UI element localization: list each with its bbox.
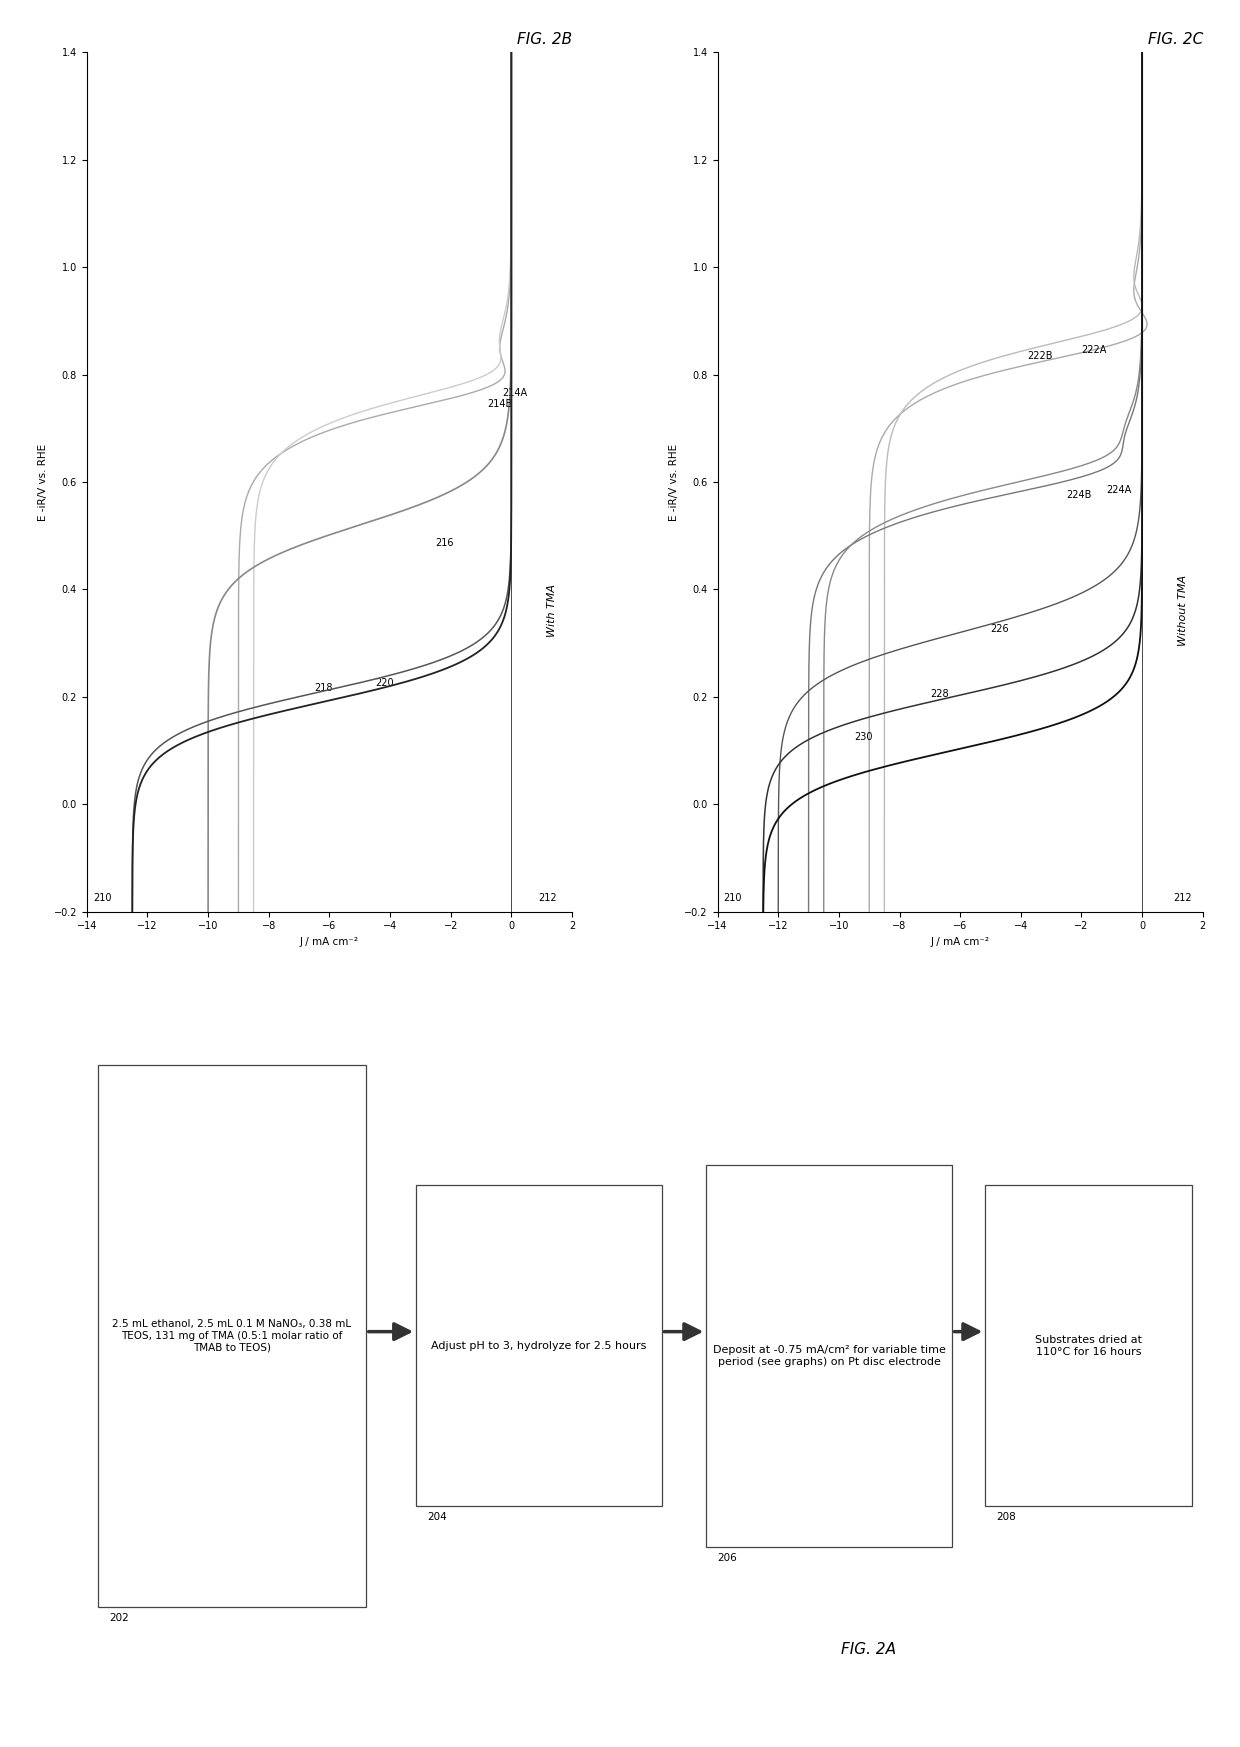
Text: 202: 202 (109, 1612, 129, 1623)
Text: 222A: 222A (1081, 346, 1107, 355)
Text: FIG. 2C: FIG. 2C (1147, 31, 1203, 47)
Text: 222B: 222B (1027, 351, 1053, 360)
Text: Substrates dried at
110°C for 16 hours: Substrates dried at 110°C for 16 hours (1035, 1335, 1142, 1356)
Text: 214A: 214A (502, 388, 527, 398)
FancyBboxPatch shape (986, 1184, 1192, 1506)
X-axis label: J / mA cm⁻²: J / mA cm⁻² (931, 936, 990, 947)
Text: 224B: 224B (1066, 491, 1091, 500)
Text: FIG. 2A: FIG. 2A (841, 1642, 895, 1658)
Text: 206: 206 (718, 1553, 737, 1562)
Text: FIG. 2B: FIG. 2B (517, 31, 572, 47)
Text: 228: 228 (930, 688, 949, 699)
Text: 218: 218 (314, 683, 332, 694)
Y-axis label: E -iR/V vs. RHE: E -iR/V vs. RHE (38, 444, 48, 521)
Text: 208: 208 (997, 1513, 1016, 1522)
Text: 214B: 214B (487, 398, 512, 409)
Text: Without TMA: Without TMA (1178, 575, 1188, 646)
Text: 216: 216 (435, 538, 454, 549)
Y-axis label: E -iR/V vs. RHE: E -iR/V vs. RHE (668, 444, 678, 521)
Text: Deposit at -0.75 mA/cm² for variable time
period (see graphs) on Pt disc electro: Deposit at -0.75 mA/cm² for variable tim… (713, 1345, 945, 1366)
Text: 210: 210 (93, 893, 112, 903)
FancyBboxPatch shape (707, 1165, 952, 1546)
Text: 204: 204 (427, 1513, 446, 1522)
Text: 220: 220 (374, 678, 393, 688)
Text: With TMA: With TMA (548, 585, 558, 638)
Text: 224A: 224A (1106, 484, 1131, 494)
Text: 2.5 mL ethanol, 2.5 mL 0.1 M NaNO₃, 0.38 mL
TEOS, 131 mg of TMA (0.5:1 molar rat: 2.5 mL ethanol, 2.5 mL 0.1 M NaNO₃, 0.38… (113, 1319, 351, 1352)
FancyBboxPatch shape (417, 1184, 662, 1506)
Text: 230: 230 (854, 732, 873, 742)
Text: 212: 212 (1173, 893, 1192, 903)
X-axis label: J / mA cm⁻²: J / mA cm⁻² (300, 936, 358, 947)
Text: Adjust pH to 3, hydrolyze for 2.5 hours: Adjust pH to 3, hydrolyze for 2.5 hours (432, 1340, 646, 1350)
Text: 212: 212 (538, 893, 557, 903)
FancyBboxPatch shape (98, 1064, 366, 1607)
Text: 210: 210 (724, 893, 743, 903)
Text: 226: 226 (991, 624, 1009, 634)
